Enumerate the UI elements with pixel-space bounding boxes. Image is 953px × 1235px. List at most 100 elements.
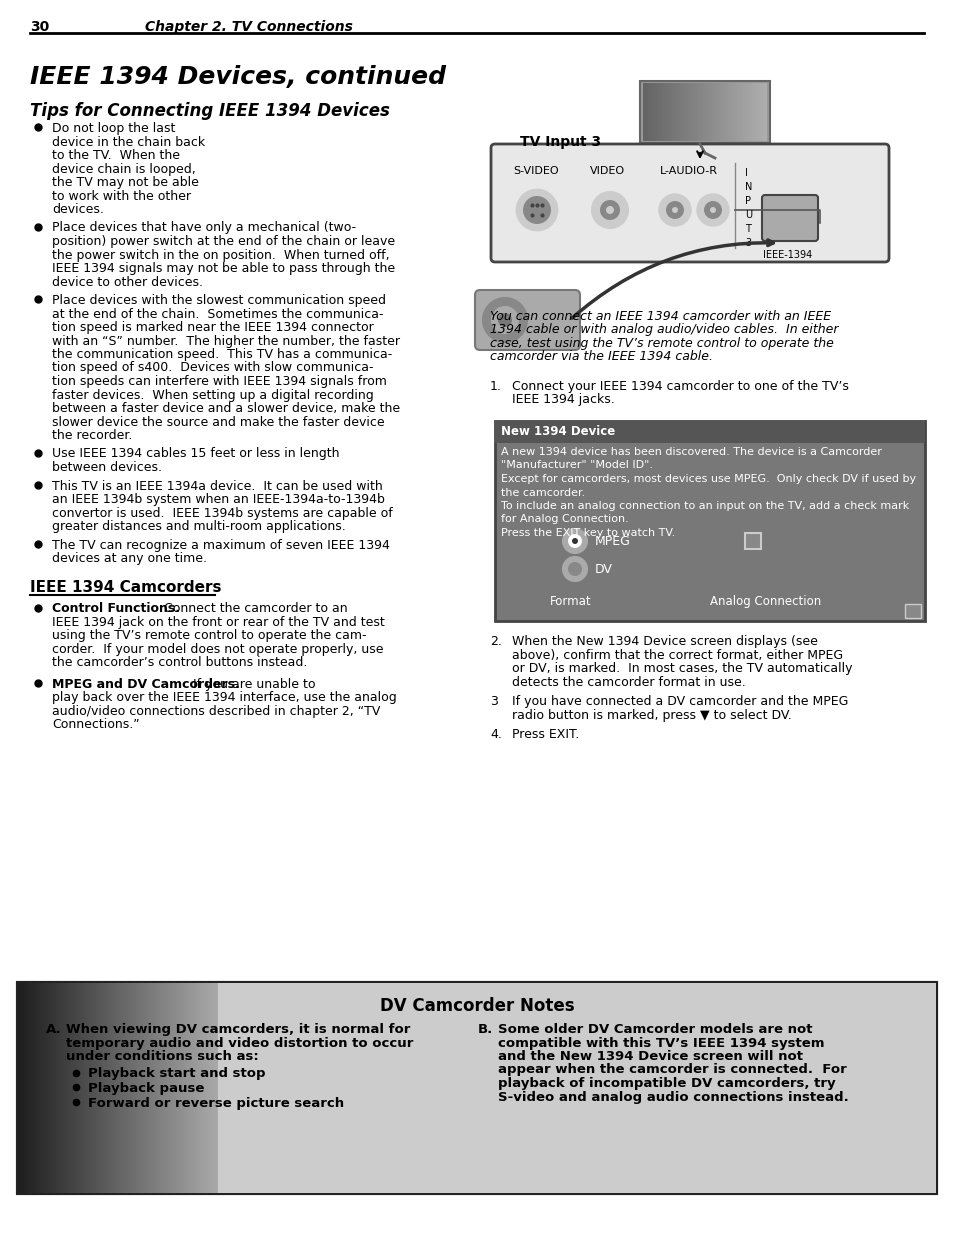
Circle shape [659, 194, 690, 226]
Bar [42, 983, 43, 1193]
Bar [761, 83, 762, 141]
Bar [684, 83, 685, 141]
Bar [192, 983, 193, 1193]
Bar [52, 983, 53, 1193]
Bar [160, 983, 161, 1193]
Bar [759, 83, 760, 141]
Bar [687, 83, 688, 141]
Text: devices.: devices. [52, 203, 104, 216]
Bar [183, 983, 184, 1193]
Bar [94, 983, 95, 1193]
Text: A.: A. [46, 1023, 62, 1036]
Bar [61, 983, 62, 1193]
Bar [199, 983, 200, 1193]
Text: Tips for Connecting IEEE 1394 Devices: Tips for Connecting IEEE 1394 Devices [30, 103, 390, 120]
Bar [148, 983, 149, 1193]
Bar [79, 983, 80, 1193]
Bar [146, 983, 147, 1193]
Bar [84, 983, 85, 1193]
Text: the camcorder’s control buttons instead.: the camcorder’s control buttons instead. [52, 657, 307, 669]
Bar [89, 983, 90, 1193]
Bar [99, 983, 100, 1193]
Bar [189, 983, 190, 1193]
Bar [80, 983, 81, 1193]
Text: I: I [744, 168, 747, 178]
Bar [693, 83, 695, 141]
Text: Press the EXIT key to watch TV.: Press the EXIT key to watch TV. [500, 529, 675, 538]
Bar [195, 983, 196, 1193]
Bar [56, 983, 57, 1193]
Circle shape [605, 206, 614, 214]
Bar [18, 983, 935, 1193]
Text: To include an analog connection to an input on the TV, add a check mark: To include an analog connection to an in… [500, 501, 908, 511]
Bar [66, 983, 67, 1193]
FancyBboxPatch shape [491, 144, 888, 262]
Bar [190, 983, 191, 1193]
Text: devices at any one time.: devices at any one time. [52, 552, 207, 564]
Bar [22, 983, 23, 1193]
Bar [658, 83, 659, 141]
Bar [193, 983, 194, 1193]
Text: convertor is used.  IEEE 1394b systems are capable of: convertor is used. IEEE 1394b systems ar… [52, 506, 393, 520]
Bar [707, 83, 708, 141]
Text: N: N [744, 182, 752, 191]
Bar [150, 983, 151, 1193]
Text: Chapter 2. TV Connections: Chapter 2. TV Connections [145, 20, 353, 35]
Bar [661, 83, 662, 141]
Text: 3: 3 [744, 238, 750, 248]
Text: tion speed is marked near the IEEE 1394 connector: tion speed is marked near the IEEE 1394 … [52, 321, 374, 333]
Bar [216, 983, 218, 1193]
Text: at the end of the chain.  Sometimes the communica-: at the end of the chain. Sometimes the c… [52, 308, 383, 321]
Bar [124, 983, 125, 1193]
Circle shape [567, 534, 581, 548]
Bar [171, 983, 172, 1193]
Bar [745, 83, 746, 141]
Text: device in the chain back: device in the chain back [52, 136, 205, 148]
Bar [178, 983, 179, 1193]
Bar [177, 983, 178, 1193]
Bar [746, 83, 747, 141]
Text: B.: B. [477, 1023, 493, 1036]
Bar [691, 83, 692, 141]
Bar [50, 983, 51, 1193]
Bar [664, 83, 665, 141]
Bar [699, 83, 700, 141]
Bar [676, 83, 677, 141]
Text: between devices.: between devices. [52, 461, 162, 474]
Bar [749, 83, 750, 141]
Bar [71, 983, 73, 1193]
Bar [46, 983, 47, 1193]
Text: slower device the source and make the faster device: slower device the source and make the fa… [52, 415, 384, 429]
Bar [218, 983, 935, 1193]
Text: 2.: 2. [490, 635, 501, 648]
FancyBboxPatch shape [761, 195, 817, 241]
Bar [108, 983, 109, 1193]
Bar [65, 983, 66, 1193]
Bar [654, 83, 655, 141]
Bar [701, 83, 702, 141]
Bar [158, 983, 159, 1193]
Bar [724, 83, 725, 141]
Text: IEEE 1394 jacks.: IEEE 1394 jacks. [512, 394, 614, 406]
Bar [673, 83, 675, 141]
Bar [652, 83, 654, 141]
Text: T: T [744, 224, 750, 233]
Bar [751, 83, 752, 141]
Text: A new 1394 device has been discovered. The device is a Camcorder: A new 1394 device has been discovered. T… [500, 447, 881, 457]
Text: greater distances and multi-room applications.: greater distances and multi-room applica… [52, 520, 345, 534]
Bar [696, 83, 697, 141]
Bar [174, 983, 175, 1193]
Bar [44, 983, 45, 1193]
Bar [662, 83, 663, 141]
Bar [763, 83, 764, 141]
Bar [58, 983, 59, 1193]
Bar [136, 983, 137, 1193]
Bar [151, 983, 152, 1193]
Text: an IEEE 1394b system when an IEEE-1394a-to-1394b: an IEEE 1394b system when an IEEE-1394a-… [52, 493, 384, 506]
Bar [130, 983, 131, 1193]
Bar [25, 983, 26, 1193]
Text: 4.: 4. [490, 727, 501, 741]
Text: tion speed of s400.  Devices with slow communica-: tion speed of s400. Devices with slow co… [52, 362, 374, 374]
Bar [741, 83, 742, 141]
Text: Press EXIT.: Press EXIT. [512, 727, 578, 741]
